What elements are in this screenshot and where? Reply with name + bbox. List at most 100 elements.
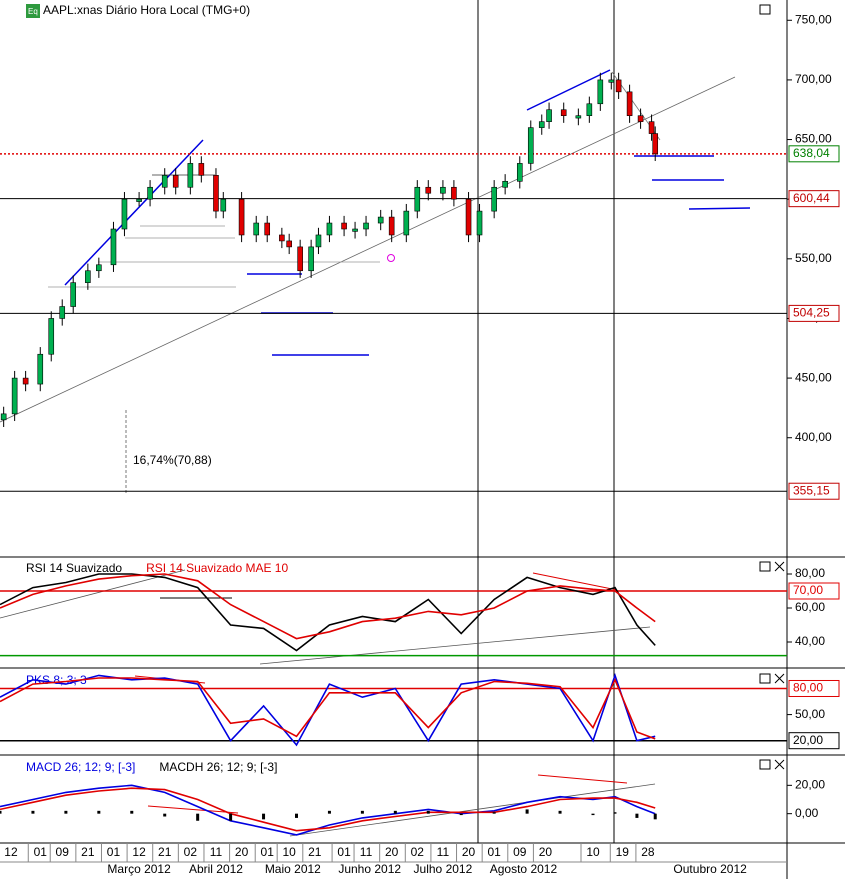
- x-tick-label: 20: [539, 845, 553, 859]
- candle-body: [279, 234, 285, 242]
- histogram-bar: [163, 813, 167, 817]
- x-tick-label: 01: [261, 845, 275, 859]
- month-label: Maio 2012: [265, 862, 321, 876]
- candle-body: [48, 318, 55, 355]
- price-label: 355,15: [793, 483, 830, 497]
- eq-icon-text: Eq: [28, 7, 38, 16]
- candle-body: [0, 413, 7, 421]
- y-tick-label: 700,00: [795, 72, 832, 86]
- candle-body: [147, 186, 153, 200]
- candle-body: [326, 222, 333, 236]
- month-label: Agosto 2012: [490, 862, 558, 876]
- histogram-bar: [97, 810, 101, 814]
- x-tick-label: 28: [641, 845, 655, 859]
- chart-title[interactable]: AAPL:xnas Diário Hora Local (TMG+0): [43, 3, 250, 17]
- candle-body: [315, 234, 322, 248]
- eq-icon: [26, 4, 40, 18]
- candle-body: [377, 216, 384, 224]
- window-button[interactable]: [759, 561, 771, 572]
- candle-body: [546, 109, 552, 122]
- x-tick-label: 12: [132, 845, 146, 859]
- trend-line: [0, 569, 186, 619]
- window-button[interactable]: [759, 673, 771, 684]
- histogram-bar: [0, 810, 2, 814]
- divergence-line: [147, 805, 239, 814]
- x-tick-label: 21: [158, 845, 172, 859]
- candle-body: [615, 79, 622, 93]
- candle-body: [121, 198, 128, 230]
- y-tick-label: 60,00: [795, 600, 825, 614]
- month-label: Outubro 2012: [673, 862, 747, 876]
- y-tick-label: 400,00: [795, 430, 832, 444]
- trend-line: [526, 69, 611, 111]
- month-label: Junho 2012: [338, 862, 401, 876]
- candle-body: [352, 228, 358, 232]
- x-tick-label: 01: [337, 845, 351, 859]
- candle-body: [491, 186, 497, 212]
- candle-body: [59, 306, 66, 319]
- window-button[interactable]: [759, 4, 771, 15]
- candle-body: [560, 109, 567, 116]
- x-tick-label: 01: [34, 845, 48, 859]
- candle-body: [538, 121, 545, 128]
- candle-body: [308, 246, 314, 272]
- histogram-bar: [196, 813, 200, 821]
- price-label-box: [788, 732, 840, 750]
- candle-body: [465, 198, 472, 236]
- histogram-bar: [635, 813, 639, 818]
- y-tick-label: 650,00: [795, 132, 832, 146]
- price-label: 600,44: [793, 191, 830, 205]
- candle-body: [198, 163, 205, 176]
- legend-entry: RSI 14 Suavizado MAE 10: [146, 561, 288, 575]
- y-tick-label: 750,00: [795, 12, 832, 26]
- legend-entry: MACDH 26; 12; 9; [-3]: [159, 760, 277, 774]
- trend-line: [289, 783, 656, 837]
- month-label: Julho 2012: [414, 862, 473, 876]
- month-label: Abril 2012: [189, 862, 243, 876]
- price-label-box: [788, 304, 840, 322]
- price-label-box: [788, 679, 840, 697]
- x-tick-label: 19: [616, 845, 630, 859]
- indicator-line: [0, 573, 656, 652]
- x-tick-label: 11: [437, 845, 450, 859]
- price-label: 20,00: [793, 733, 823, 747]
- price-label-box: [788, 190, 840, 208]
- level-segment: [688, 207, 751, 210]
- candle-body: [403, 210, 410, 236]
- candle-body: [220, 198, 227, 212]
- x-tick-label: 01: [487, 845, 501, 859]
- candle-body: [652, 133, 659, 155]
- close-button[interactable]: [774, 561, 785, 770]
- histogram-bar: [262, 813, 266, 820]
- candle-body: [172, 175, 179, 188]
- candle-body: [238, 198, 245, 236]
- candle-body: [637, 115, 644, 122]
- x-tick-label: 02: [411, 845, 425, 859]
- histogram-bar: [130, 810, 134, 814]
- y-tick-label: 0,00: [795, 806, 819, 820]
- price-label-box: [788, 145, 840, 163]
- y-tick-label: 50,00: [795, 707, 825, 721]
- x-tick-label: 20: [462, 845, 476, 859]
- candle-body: [341, 222, 347, 230]
- candle-body: [363, 222, 369, 230]
- candle-body: [476, 210, 483, 236]
- histogram-bar: [525, 809, 529, 814]
- indicator-line: [0, 573, 656, 640]
- histogram-bar: [64, 810, 68, 814]
- price-label: 504,25: [793, 306, 830, 320]
- histogram-bar: [591, 813, 595, 816]
- trend-line: [259, 626, 651, 665]
- x-tick-label: 20: [385, 845, 399, 859]
- x-tick-label: 09: [513, 845, 527, 859]
- price-label-box: [788, 582, 840, 600]
- trend-line: [0, 76, 736, 423]
- legend-entry: RSI 14 Suavizado: [26, 561, 122, 575]
- histogram-bar: [492, 812, 496, 814]
- x-tick-label: 02: [184, 845, 198, 859]
- histogram-bar: [459, 813, 463, 816]
- window-button[interactable]: [759, 759, 771, 770]
- candle-body: [502, 180, 508, 188]
- divergence-line: [537, 774, 628, 784]
